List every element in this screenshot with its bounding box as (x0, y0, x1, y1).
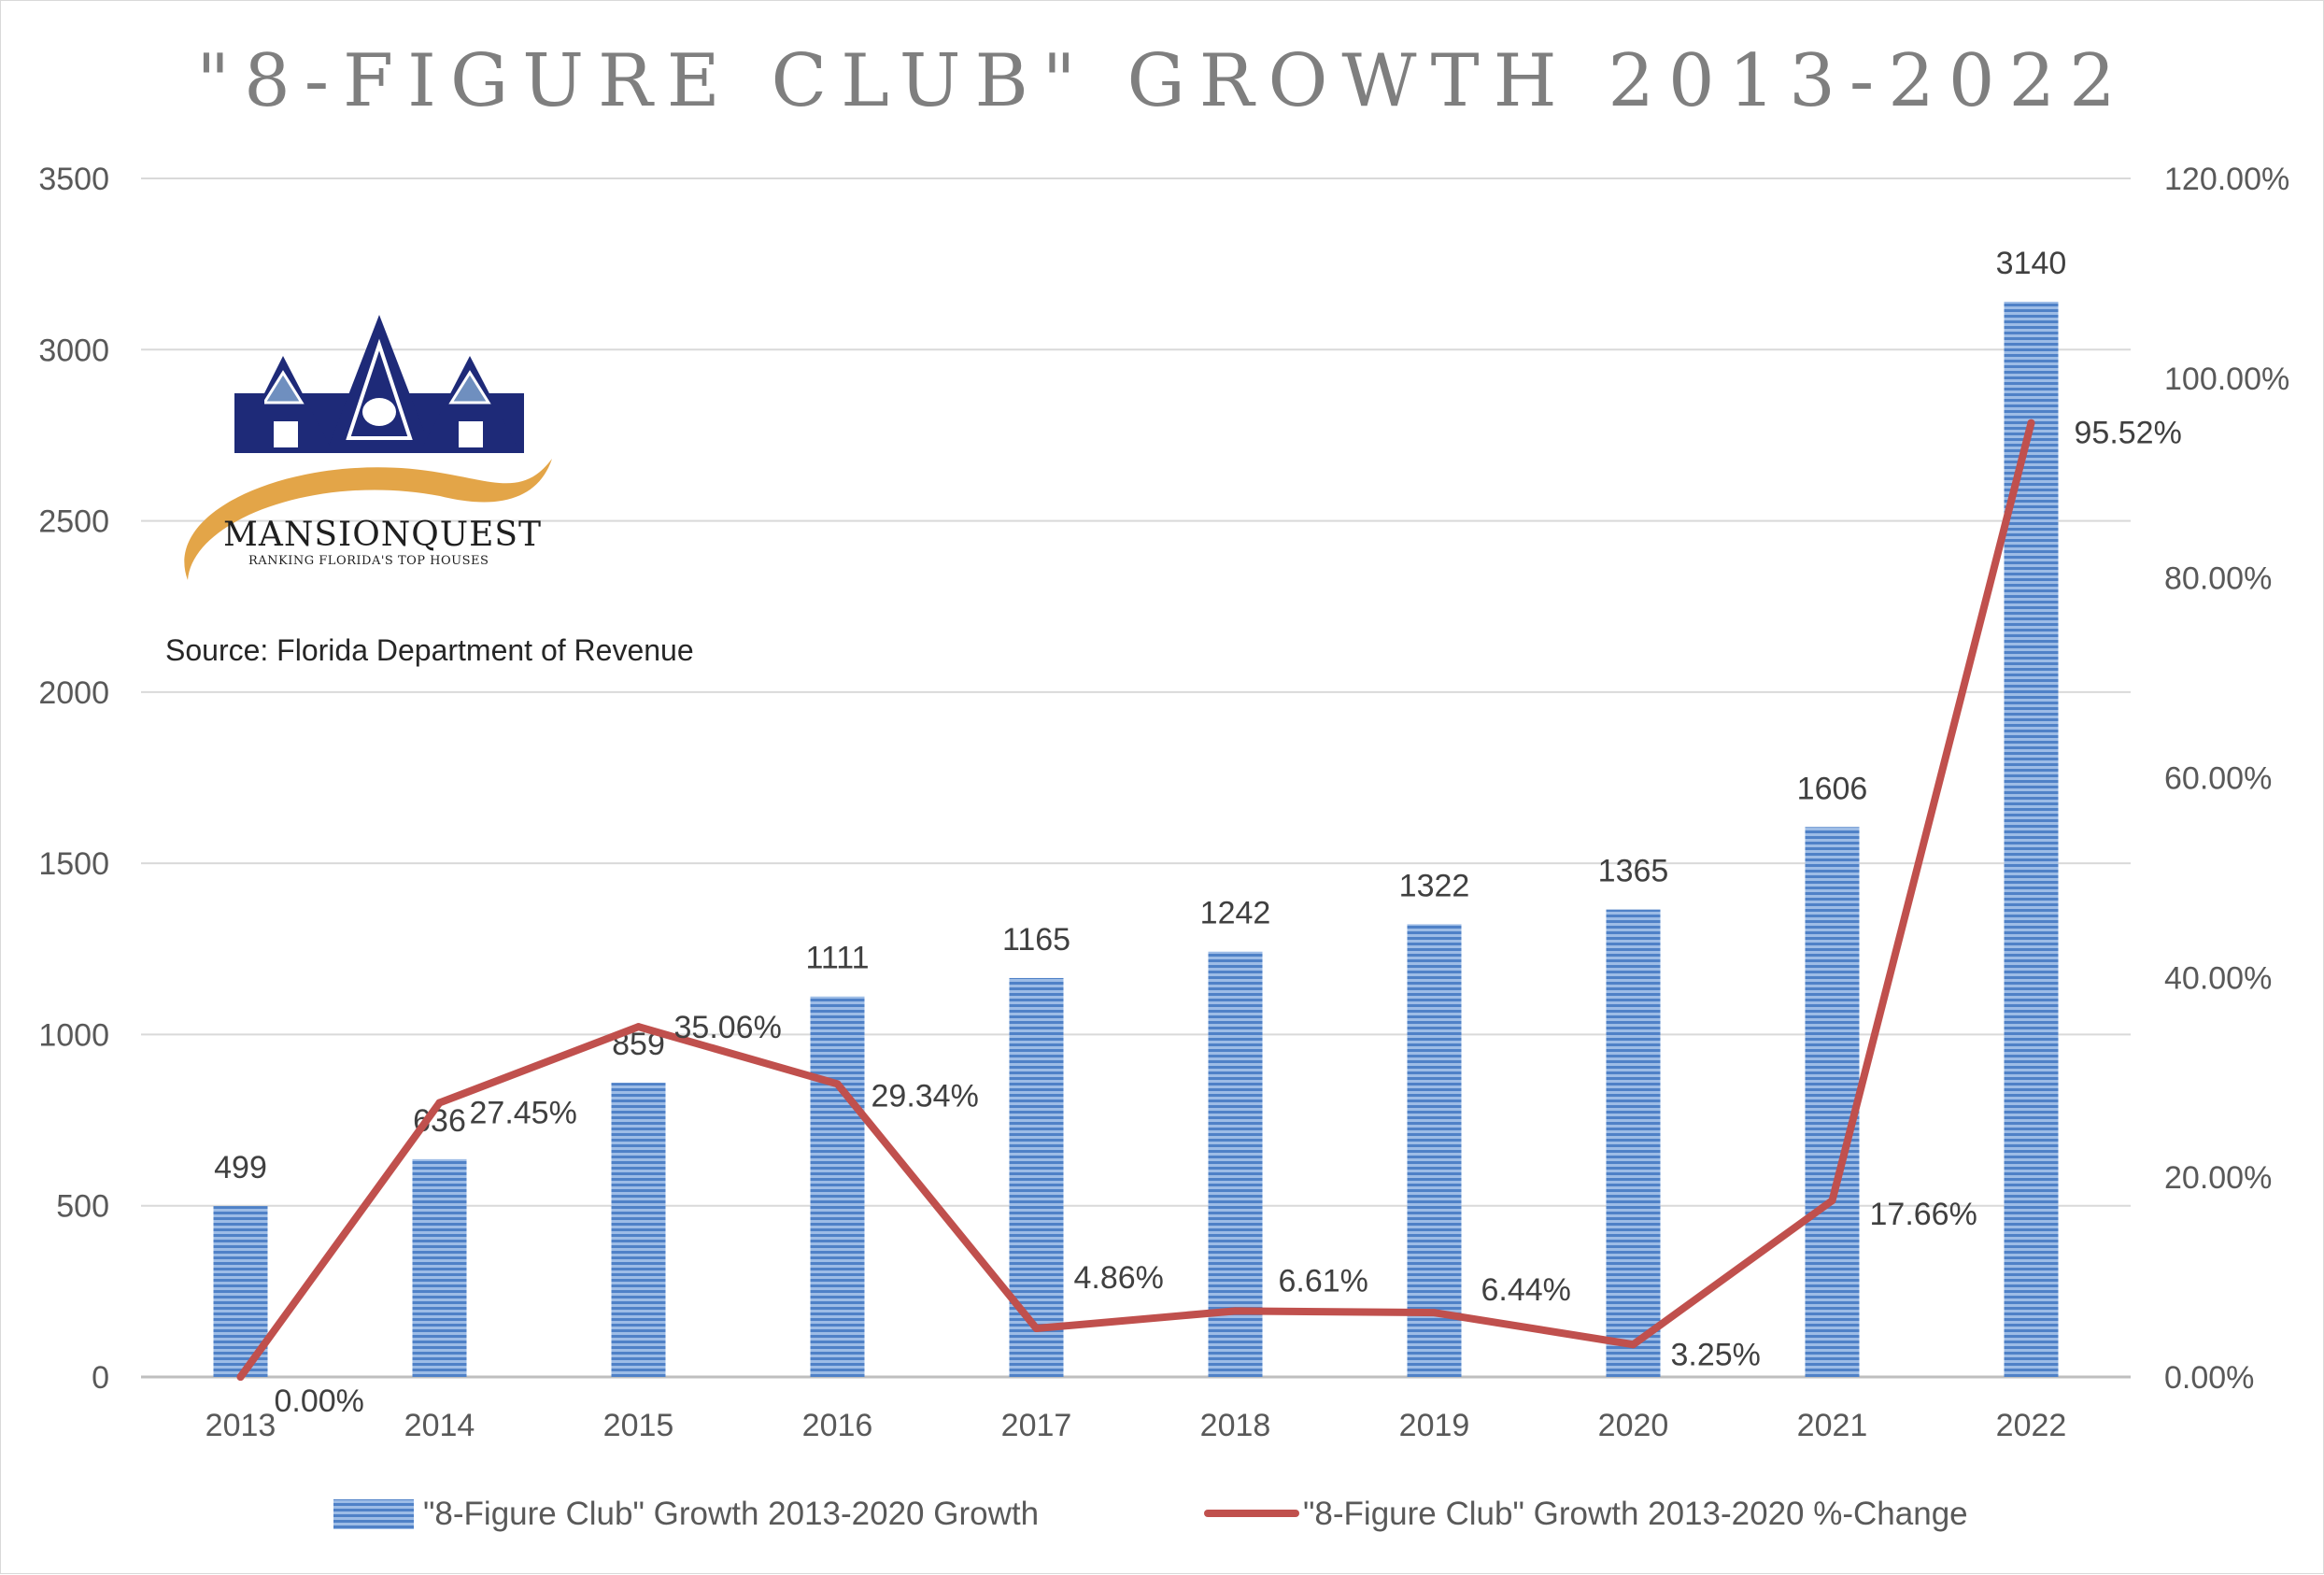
bar-2021 (1805, 827, 1860, 1377)
swoosh-icon (184, 459, 553, 580)
line-point-2020 (1629, 1341, 1637, 1349)
logo-tagline: RANKING FLORIDA'S TOP HOUSES (248, 554, 489, 568)
house-icon (234, 315, 524, 453)
bar-value-label: 1322 (1399, 868, 1470, 903)
right-axis-tick-label: 120.00% (2164, 162, 2289, 197)
line-point-2016 (833, 1080, 842, 1088)
chart-title: "8-FIGURE CLUB" GROWTH 2013-2022 (196, 39, 2130, 123)
line-point-2022 (2027, 419, 2035, 427)
bar-value-label: 1242 (1200, 896, 1271, 931)
line-value-label: 29.34% (872, 1078, 979, 1114)
x-axis-tick-label: 2013 (205, 1408, 276, 1443)
right-axis-tick-label: 60.00% (2164, 761, 2272, 797)
source-note: Source: Florida Department of Revenue (165, 633, 694, 667)
right-axis-tick-label: 100.00% (2164, 362, 2289, 397)
line-value-label: 6.61% (1279, 1263, 1368, 1298)
x-axis-tick-label: 2022 (1996, 1408, 2067, 1443)
x-axis-ticks: 2013 2014 2015 2016 2017 2018 2019 2020 2021 2022 (205, 1408, 2067, 1443)
right-axis-tick-label: 80.00% (2164, 561, 2272, 597)
bar-value-label: 1606 (1797, 771, 1868, 806)
left-axis-tick-label: 2500 (38, 504, 109, 540)
line-point-2013 (236, 1373, 245, 1381)
bar-2019 (1407, 924, 1462, 1377)
bar-series (213, 301, 2059, 1378)
legend-line-label: "8-Figure Club" Growth 2013-2020 %-Chang… (1303, 1496, 1968, 1532)
line-point-2021 (1828, 1197, 1836, 1205)
x-axis-tick-label: 2020 (1598, 1408, 1669, 1443)
bar-2017 (1009, 977, 1064, 1377)
x-axis-tick-label: 2018 (1200, 1408, 1271, 1443)
line-point-2017 (1032, 1325, 1041, 1333)
bar-2014 (412, 1158, 467, 1377)
line-value-label: 4.86% (1074, 1260, 1164, 1296)
line-value-label: 95.52% (2075, 416, 2182, 451)
line-value-labels: 0.00% 27.45% 35.06% 29.34% 4.86% 6.61% 6.44% 3.… (275, 416, 2182, 1419)
bar-value-label: 3140 (1996, 246, 2067, 281)
left-axis-ticks: 0 500 1000 1500 2000 2500 3000 3500 (38, 162, 109, 1396)
left-axis-tick-label: 1000 (38, 1017, 109, 1053)
x-axis-tick-label: 2016 (802, 1408, 873, 1443)
x-axis-tick-label: 2017 (1001, 1408, 1072, 1443)
line-point-2015 (634, 1023, 643, 1031)
line-value-label: 35.06% (674, 1010, 782, 1045)
bar-2018 (1208, 951, 1263, 1377)
line-value-label: 17.66% (1870, 1197, 1977, 1232)
right-axis-tick-label: 20.00% (2164, 1160, 2272, 1196)
bar-value-label: 1165 (1002, 922, 1070, 958)
x-axis-tick-label: 2019 (1399, 1408, 1470, 1443)
line-point-2019 (1430, 1309, 1438, 1317)
logo-name: MANSIONQUEST (223, 516, 542, 554)
left-axis-tick-label: 500 (56, 1189, 109, 1225)
line-value-label: 0.00% (275, 1383, 364, 1419)
percent-change-line (236, 419, 2035, 1381)
mansionquest-logo: MANSIONQUEST RANKING FLORIDA'S TOP HOUSE… (184, 315, 553, 580)
left-axis-tick-label: 3500 (38, 162, 109, 197)
bar-value-label: 1365 (1598, 854, 1669, 889)
left-axis-tick-label: 1500 (38, 846, 109, 882)
right-axis-tick-label: 0.00% (2164, 1360, 2254, 1396)
left-axis-tick-label: 0 (92, 1360, 109, 1396)
left-axis-tick-label: 2000 (38, 675, 109, 711)
gridlines (141, 177, 2131, 1379)
bar-value-label: 499 (214, 1150, 267, 1185)
line-series (236, 419, 2035, 1381)
line-value-label: 6.44% (1481, 1272, 1571, 1308)
line-value-label: 3.25% (1671, 1337, 1761, 1372)
left-axis-tick-label: 3000 (38, 333, 109, 368)
bar-value-label: 1111 (805, 941, 869, 976)
right-axis-ticks: 0.00% 20.00% 40.00% 60.00% 80.00% 100.00% 120.… (2164, 162, 2289, 1396)
line-point-2018 (1231, 1307, 1240, 1315)
line-value-label: 27.45% (470, 1096, 577, 1131)
right-axis-tick-label: 40.00% (2164, 960, 2272, 996)
x-axis-tick-label: 2014 (404, 1408, 475, 1443)
x-axis-tick-label: 2015 (603, 1408, 674, 1443)
legend-bar-swatch (333, 1499, 414, 1529)
bar-2020 (1606, 909, 1661, 1377)
bar-2015 (611, 1083, 666, 1377)
line-point-2014 (435, 1099, 444, 1107)
legend: "8-Figure Club" Growth 2013-2020 Growth … (333, 1496, 1968, 1532)
bar-2022 (2004, 301, 2059, 1378)
x-axis-tick-label: 2021 (1797, 1408, 1868, 1443)
bar-2016 (810, 996, 865, 1377)
legend-bar-label: "8-Figure Club" Growth 2013-2020 Growth (423, 1496, 1039, 1532)
